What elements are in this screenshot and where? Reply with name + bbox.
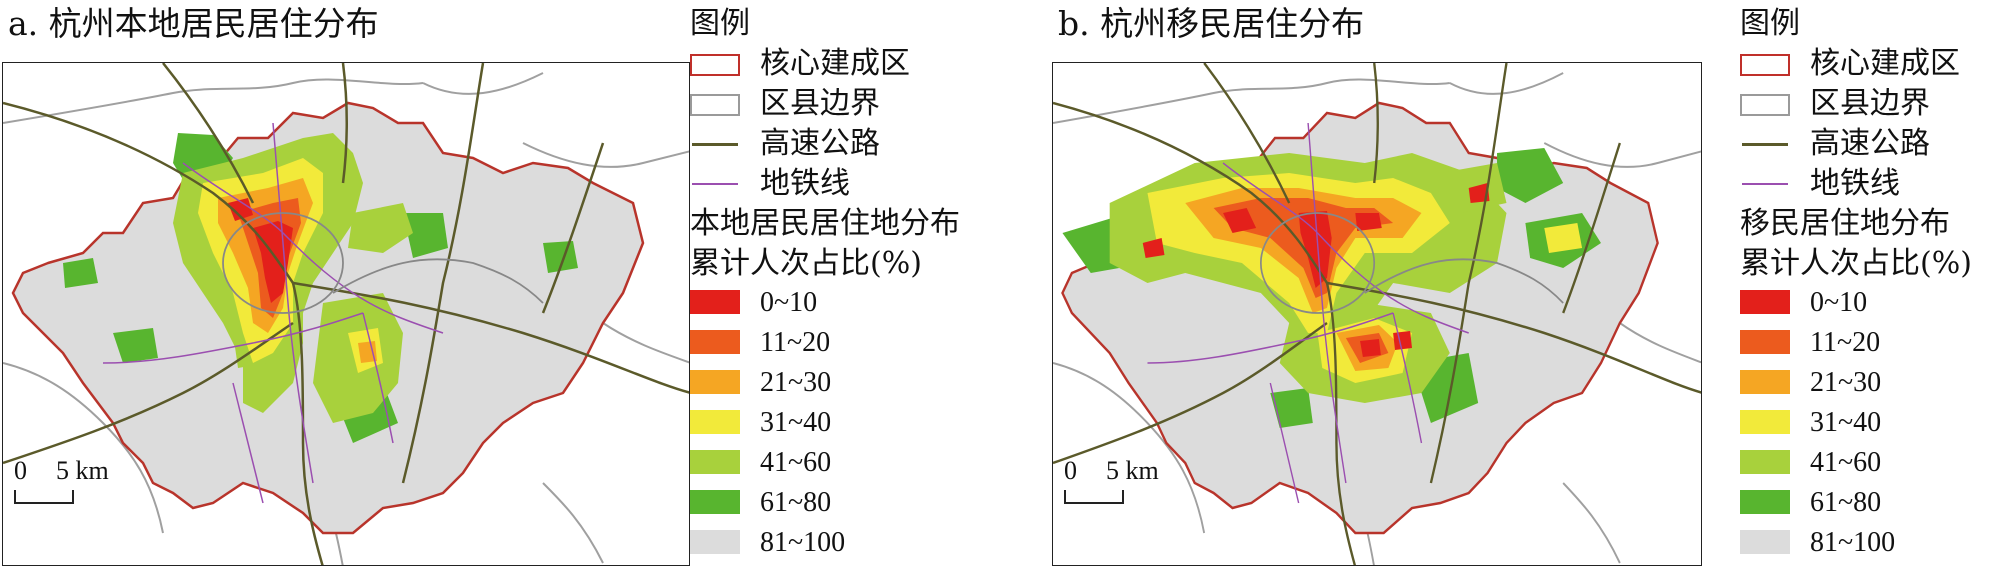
class-swatch-21-30 bbox=[1740, 370, 1790, 394]
density-title-line1: 本地居民居住地分布 bbox=[690, 206, 960, 241]
class-swatch-11-20 bbox=[690, 330, 740, 354]
class-label: 81~100 bbox=[760, 527, 846, 558]
class-swatch-61-80 bbox=[690, 490, 740, 514]
district-boundary-icon bbox=[690, 94, 740, 116]
class-label: 0~10 bbox=[760, 287, 818, 318]
class-swatch-11-20 bbox=[1740, 330, 1790, 354]
class-label: 0~10 bbox=[1810, 287, 1868, 318]
class-swatch-41-60 bbox=[690, 450, 740, 474]
class-label: 31~40 bbox=[1810, 407, 1882, 438]
panel-migrants: b. 杭州移民居住分布 bbox=[1050, 0, 2000, 576]
expressways bbox=[1053, 63, 1701, 565]
panel-title: b. 杭州移民居住分布 bbox=[1058, 4, 1365, 43]
expressway-icon bbox=[692, 143, 738, 146]
legend-expressway: 高速公路 bbox=[690, 124, 1000, 164]
class-swatch-61-80 bbox=[1740, 490, 1790, 514]
scale-zero-label: 0 bbox=[14, 456, 27, 485]
panel-title: a. 杭州本地居民居住分布 bbox=[8, 4, 379, 43]
legend-district-boundary: 区县边界 bbox=[690, 84, 1000, 124]
density-title-line1: 移民居住地分布 bbox=[1740, 206, 1950, 241]
scale-bar bbox=[14, 490, 74, 504]
class-label: 21~30 bbox=[760, 367, 832, 398]
density-title-line2: 累计人次占比(%) bbox=[690, 246, 922, 281]
legend: 图例 核心建成区 区县边界 高速公路 地铁线 本地居民居住地分布 累计人次占比(… bbox=[690, 0, 1000, 576]
class-swatch-0-10 bbox=[1740, 290, 1790, 314]
core-boundary-icon bbox=[1740, 54, 1790, 76]
scale-bar bbox=[1064, 490, 1124, 504]
class-swatch-21-30 bbox=[690, 370, 740, 394]
legend: 图例 核心建成区 区县边界 高速公路 地铁线 移民居住地分布 累计人次占比(%)… bbox=[1740, 0, 2000, 576]
class-label: 41~60 bbox=[760, 447, 832, 478]
legend-expressway: 高速公路 bbox=[1740, 124, 2000, 164]
scale-five-km-label: 5 km bbox=[1106, 456, 1159, 485]
class-swatch-31-40 bbox=[1740, 410, 1790, 434]
density-title-line2: 累计人次占比(%) bbox=[1740, 246, 1972, 281]
legend-title: 图例 bbox=[690, 6, 750, 41]
class-label: 81~100 bbox=[1810, 527, 1896, 558]
district-boundary-icon bbox=[1740, 94, 1790, 116]
class-label: 61~80 bbox=[760, 487, 832, 518]
class-label: 11~20 bbox=[1810, 327, 1881, 358]
legend-district-boundary: 区县边界 bbox=[1740, 84, 2000, 124]
scale-five-km-label: 5 km bbox=[56, 456, 109, 485]
legend-metro: 地铁线 bbox=[1740, 164, 2000, 204]
panel-local-residents: a. 杭州本地居民居住分布 bbox=[2, 0, 1000, 576]
class-label: 41~60 bbox=[1810, 447, 1882, 478]
legend-core-boundary: 核心建成区 bbox=[690, 44, 1000, 84]
district-boundaries bbox=[1053, 72, 1701, 565]
class-swatch-81-100 bbox=[690, 530, 740, 554]
legend-title: 图例 bbox=[1740, 6, 1800, 41]
ring-roads bbox=[1259, 212, 1564, 314]
map-frame bbox=[1052, 62, 1702, 566]
legend-metro: 地铁线 bbox=[690, 164, 1000, 204]
core-boundary-icon bbox=[690, 54, 740, 76]
metro-line-icon bbox=[692, 183, 738, 185]
legend-core-boundary: 核心建成区 bbox=[1740, 44, 2000, 84]
map-frame bbox=[2, 62, 690, 566]
class-swatch-31-40 bbox=[690, 410, 740, 434]
hangzhou-map-migrants bbox=[1053, 63, 1701, 565]
expressways bbox=[3, 63, 689, 565]
class-label: 11~20 bbox=[760, 327, 831, 358]
class-label: 31~40 bbox=[760, 407, 832, 438]
class-label: 21~30 bbox=[1810, 367, 1882, 398]
class-swatch-41-60 bbox=[1740, 450, 1790, 474]
scale-zero-label: 0 bbox=[1064, 456, 1077, 485]
density-patches bbox=[63, 133, 578, 443]
class-swatch-0-10 bbox=[690, 290, 740, 314]
hangzhou-map-local bbox=[3, 63, 689, 565]
class-swatch-81-100 bbox=[1740, 530, 1790, 554]
metro-lines bbox=[102, 122, 444, 504]
metro-line-icon bbox=[1742, 183, 1788, 185]
class-label: 61~80 bbox=[1810, 487, 1882, 518]
ring-roads bbox=[222, 212, 544, 314]
metro-lines bbox=[1147, 122, 1469, 504]
expressway-icon bbox=[1742, 143, 1788, 146]
